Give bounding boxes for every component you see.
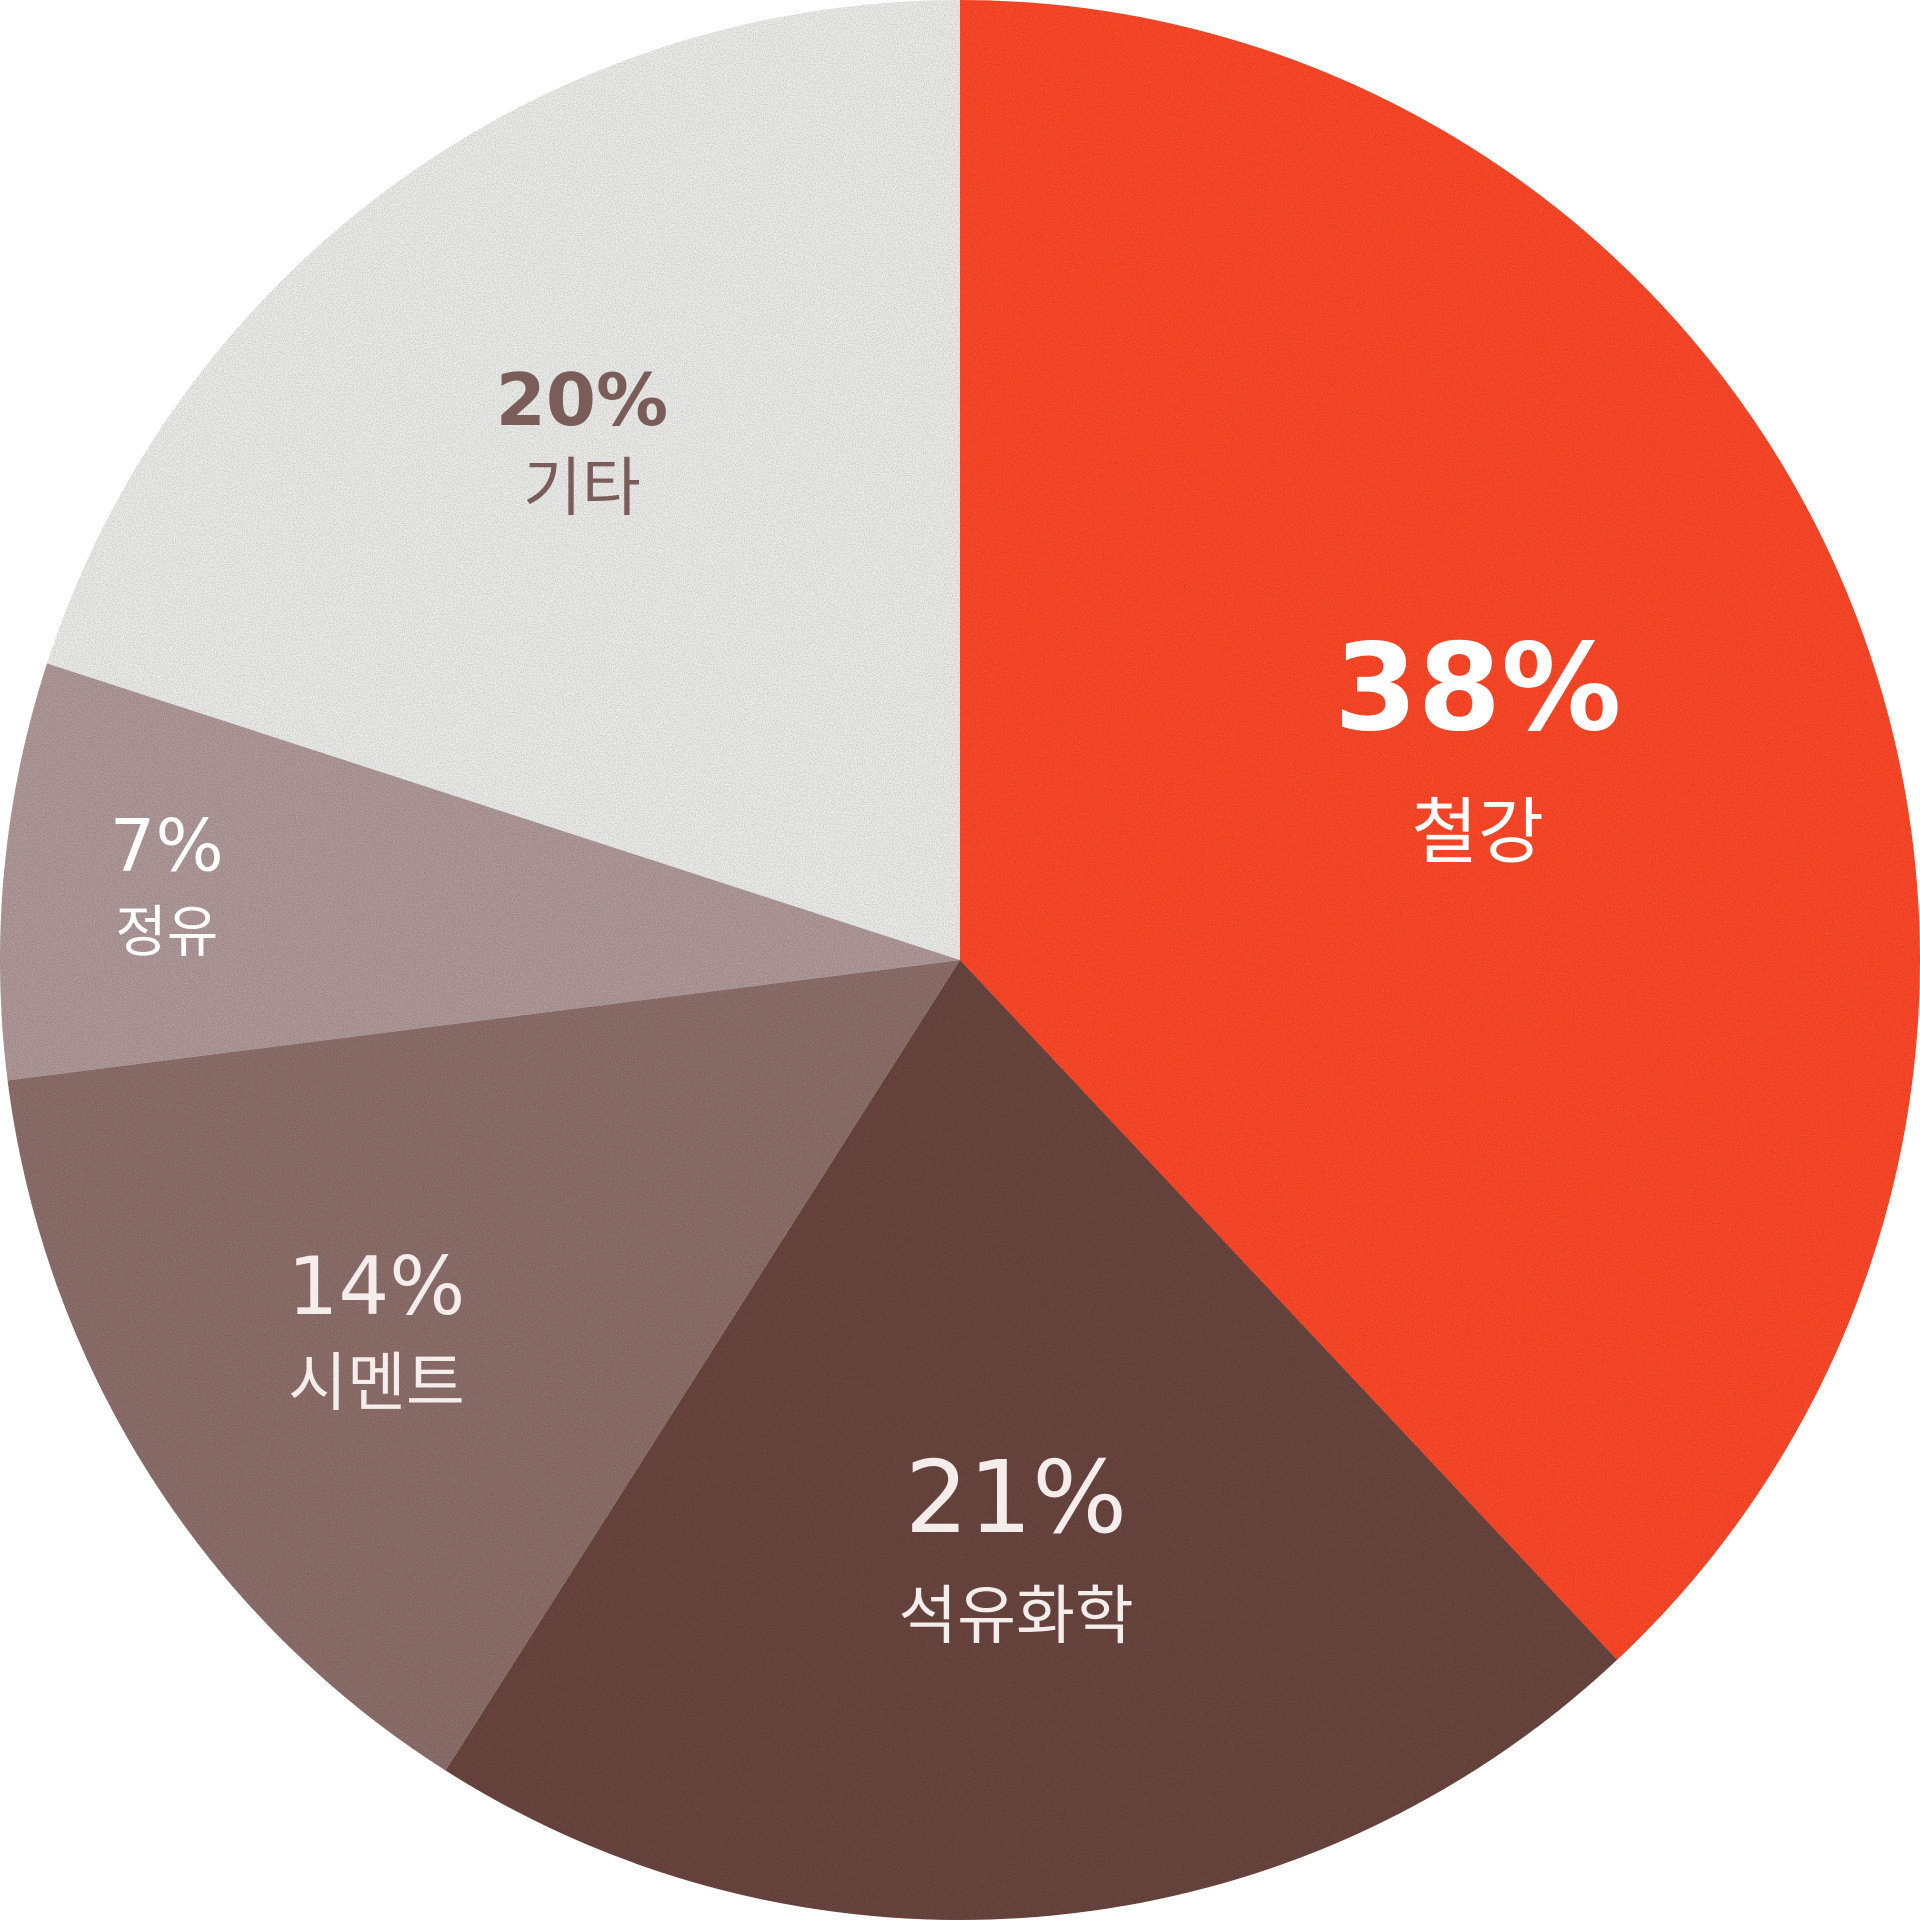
slice-category-label-3: 시멘트 [288,1347,465,1421]
pie-slice-4 [0,663,960,1081]
slice-category-label-5: 기타 [523,452,641,526]
pie-slice-1 [960,0,1920,1660]
slice-value-label-1: 38% [1334,620,1621,759]
slice-value-label-4: 7% [110,803,224,887]
slice-value-label-5: 20% [496,358,668,442]
slice-value-label-2: 21% [905,1439,1127,1556]
slice-category-label-1: 철강 [1411,790,1543,874]
pie-slice-5 [46,0,961,960]
pie-slice-2 [445,960,1618,1920]
pie-slice-3 [7,960,961,1771]
slice-value-label-3: 14% [287,1240,465,1333]
slice-category-label-2: 석유화학 [898,1580,1134,1654]
pie-labels: 38% 철강 21% 석유화학 14% 시멘트 7% 정유 20% 기타 [110,358,1622,1654]
slice-category-label-4: 정유 [115,901,218,966]
